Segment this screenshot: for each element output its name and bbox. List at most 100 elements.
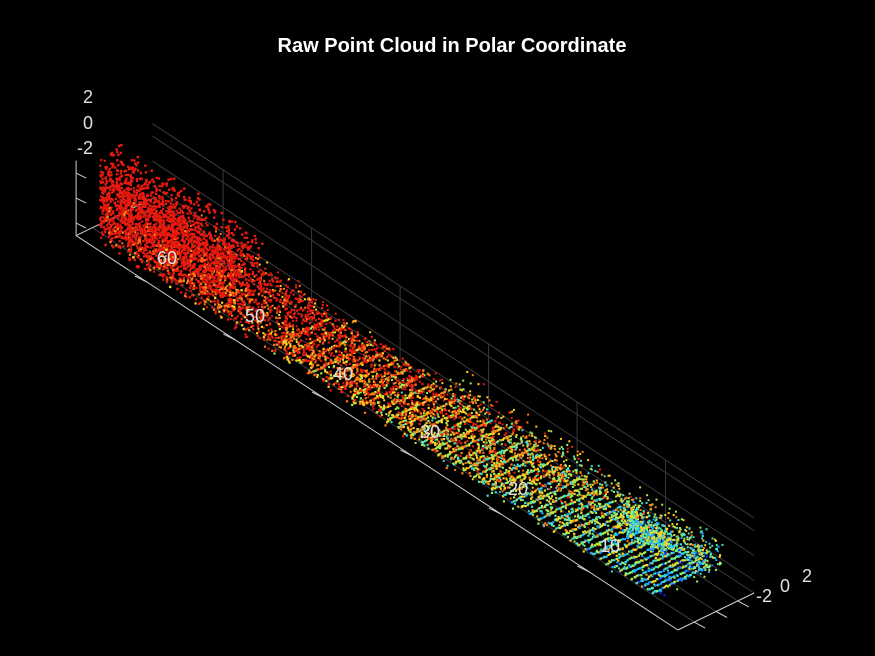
point xyxy=(230,314,234,317)
point xyxy=(337,376,340,379)
point xyxy=(612,526,615,529)
point xyxy=(382,365,385,368)
point xyxy=(131,243,134,246)
point xyxy=(454,455,457,458)
point xyxy=(411,379,414,383)
point xyxy=(206,265,209,268)
point xyxy=(614,558,617,561)
point xyxy=(544,470,547,473)
point xyxy=(138,224,141,227)
point xyxy=(237,303,240,305)
point xyxy=(475,440,478,443)
point xyxy=(469,474,472,477)
point xyxy=(652,591,655,594)
point xyxy=(205,222,208,225)
point xyxy=(283,323,286,326)
point xyxy=(232,294,235,297)
point xyxy=(644,578,647,581)
point xyxy=(248,279,251,282)
point xyxy=(322,348,325,351)
point xyxy=(295,284,297,287)
point xyxy=(235,326,238,329)
point xyxy=(619,508,622,511)
point xyxy=(468,406,471,409)
point xyxy=(581,524,584,527)
point xyxy=(236,298,239,301)
point xyxy=(331,329,335,332)
point xyxy=(288,294,291,297)
point xyxy=(494,487,497,490)
point xyxy=(311,325,314,328)
point xyxy=(647,542,650,545)
point xyxy=(414,382,417,385)
point xyxy=(683,565,686,568)
point xyxy=(546,462,550,465)
point xyxy=(226,310,229,313)
point xyxy=(616,561,619,564)
point xyxy=(327,362,330,365)
point xyxy=(340,328,343,331)
point xyxy=(259,282,262,285)
point xyxy=(536,467,539,470)
point xyxy=(307,327,310,330)
point xyxy=(363,382,366,385)
point xyxy=(211,306,214,309)
point xyxy=(428,398,431,401)
point xyxy=(374,369,377,372)
point xyxy=(367,354,371,358)
point xyxy=(399,402,402,405)
point xyxy=(473,475,476,478)
point xyxy=(687,569,690,573)
point xyxy=(569,496,572,499)
point xyxy=(635,555,638,559)
point xyxy=(369,359,372,362)
point xyxy=(569,512,572,515)
point xyxy=(454,424,457,427)
point xyxy=(614,538,617,541)
point xyxy=(271,304,274,307)
point xyxy=(472,452,475,455)
point xyxy=(461,403,464,406)
point xyxy=(461,447,464,450)
point xyxy=(592,527,595,530)
point xyxy=(635,523,638,526)
point xyxy=(403,402,406,405)
point xyxy=(578,517,581,520)
point xyxy=(584,505,587,508)
point xyxy=(260,290,263,293)
point xyxy=(608,560,611,563)
point xyxy=(599,516,602,519)
point xyxy=(311,347,314,350)
point xyxy=(274,296,277,300)
point xyxy=(537,507,540,510)
point xyxy=(573,519,576,522)
point xyxy=(473,439,476,443)
point xyxy=(335,350,338,353)
point xyxy=(452,399,455,402)
point xyxy=(241,304,244,306)
point xyxy=(494,464,497,467)
point xyxy=(347,378,350,381)
point xyxy=(263,333,266,337)
point xyxy=(258,337,261,340)
point xyxy=(104,167,108,170)
point xyxy=(414,414,417,417)
point xyxy=(307,313,310,316)
point xyxy=(299,298,302,301)
point xyxy=(545,495,548,498)
point xyxy=(327,383,330,386)
point xyxy=(532,449,535,452)
point xyxy=(372,378,375,381)
point xyxy=(598,506,601,510)
point xyxy=(383,368,386,371)
point xyxy=(363,344,366,347)
point xyxy=(540,454,543,457)
point xyxy=(336,367,339,369)
point xyxy=(442,459,445,462)
point xyxy=(309,327,313,330)
point xyxy=(498,480,501,483)
point xyxy=(349,328,352,331)
point xyxy=(474,415,477,418)
point xyxy=(346,353,349,356)
point xyxy=(431,395,434,398)
